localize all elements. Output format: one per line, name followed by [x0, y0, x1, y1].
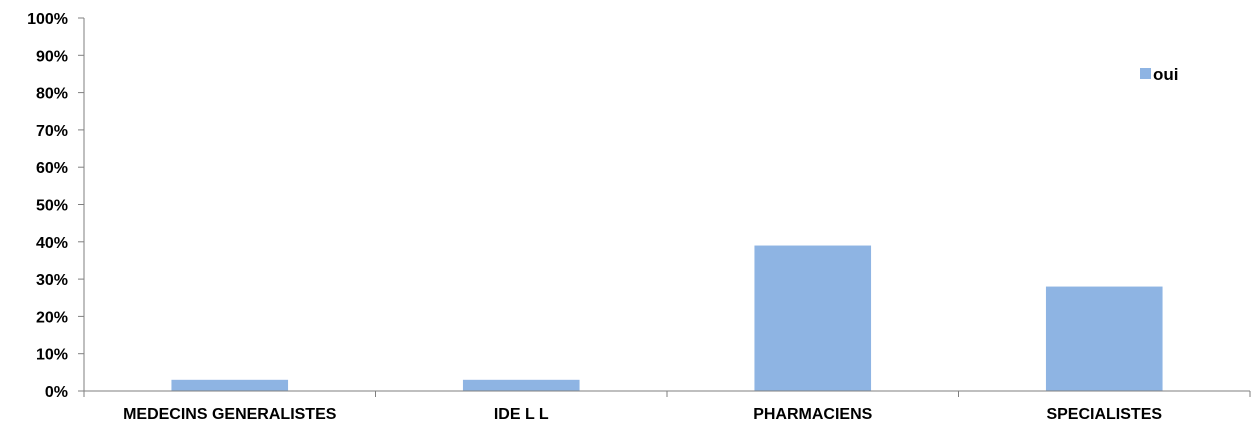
bar-pharmaciens [754, 245, 872, 391]
y-tick-label: 100% [27, 11, 68, 28]
y-tick-label: 80% [36, 86, 68, 103]
bar-medecins-generalistes [171, 379, 289, 391]
legend-swatch-oui [1140, 68, 1151, 79]
legend: oui [1140, 65, 1179, 84]
x-category-label: SPECIALISTES [1046, 406, 1162, 423]
x-axis-ticks [83, 391, 1251, 397]
y-tick-label: 50% [36, 198, 68, 215]
y-tick-label: 20% [36, 309, 68, 326]
y-tick-label: 30% [36, 272, 68, 289]
x-axis-labels: MEDECINS GENERALISTES IDE L L PHARMACIENS S… [123, 406, 1162, 423]
y-tick-label: 40% [36, 235, 68, 252]
y-tick-label: 60% [36, 160, 68, 177]
y-tick-label: 90% [36, 48, 68, 65]
y-axis-ticks: 0% 10% 20% 30% 40% 50% 60% 70% 80% 90% 100% [27, 11, 84, 401]
x-category-label: MEDECINS GENERALISTES [123, 406, 337, 423]
legend-label-oui: oui [1153, 65, 1179, 84]
bar-specialistes [1045, 286, 1163, 391]
bar-ide-l-l [462, 379, 580, 391]
bars-group [171, 245, 1163, 391]
x-category-label: PHARMACIENS [753, 406, 872, 423]
y-tick-label: 70% [36, 123, 68, 140]
x-category-label: IDE L L [494, 406, 549, 423]
y-tick-label: 10% [36, 347, 68, 364]
y-tick-label: 0% [45, 384, 68, 401]
